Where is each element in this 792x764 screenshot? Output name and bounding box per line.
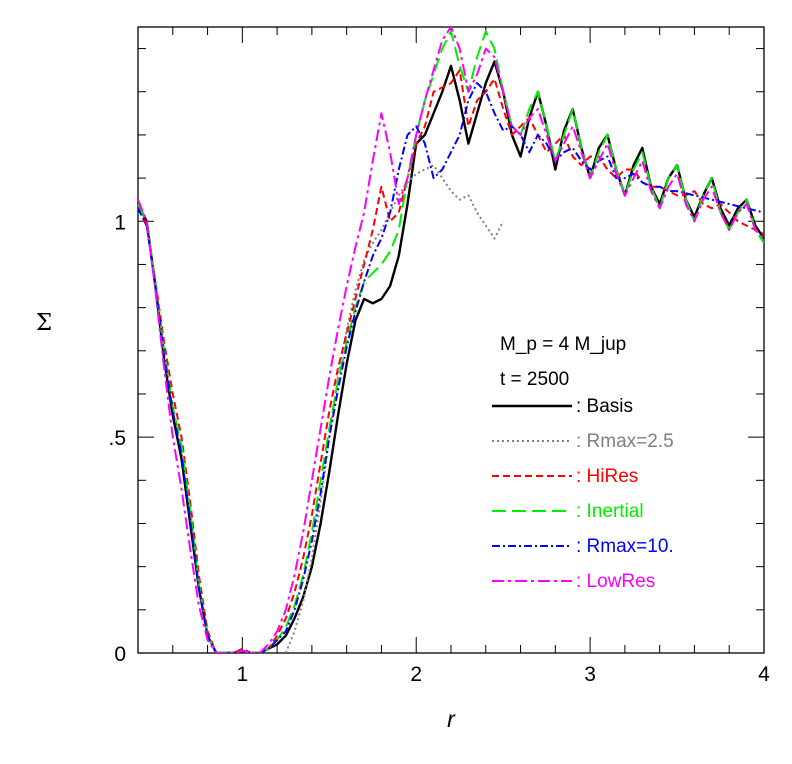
- plot-frame: [137, 26, 765, 654]
- series-line-5: [138, 27, 764, 653]
- legend-label-3: : Inertial: [576, 501, 644, 522]
- y-tick-label-0: 0: [114, 643, 126, 666]
- series-line-3: [138, 30, 764, 653]
- tick-marks: [137, 27, 765, 654]
- tick-labels: 1 2 3 4 0 .5 1: [108, 211, 770, 686]
- series-line-2: [138, 69, 764, 653]
- legend-label-5: : LowRes: [576, 571, 655, 592]
- series-line-0: [138, 60, 764, 653]
- legend-label-2: : HiRes: [576, 466, 638, 487]
- legend: : Basis : Rmax=2.5 : HiRes : Inertial : Rmax…: [492, 396, 674, 592]
- x-tick-label-3: 4: [758, 663, 770, 686]
- series-line-4: [138, 82, 764, 653]
- annotation-time: t = 2500: [500, 369, 569, 390]
- y-tick-label-1: .5: [108, 427, 126, 450]
- series-lines: [138, 27, 764, 653]
- legend-label-4: : Rmax=10.: [576, 536, 674, 557]
- annotation-planet-mass: M_p = 4 M_jup: [500, 334, 626, 355]
- x-axis-label: r: [447, 706, 456, 732]
- legend-label-1: : Rmax=2.5: [576, 431, 674, 452]
- x-tick-label-0: 1: [236, 663, 248, 686]
- x-tick-label-1: 2: [410, 663, 422, 686]
- series-line-1: [284, 164, 505, 653]
- x-tick-label-2: 3: [584, 663, 596, 686]
- y-tick-label-2: 1: [114, 211, 126, 234]
- legend-label-0: : Basis: [576, 396, 633, 417]
- y-axis-label: Σ: [36, 310, 52, 336]
